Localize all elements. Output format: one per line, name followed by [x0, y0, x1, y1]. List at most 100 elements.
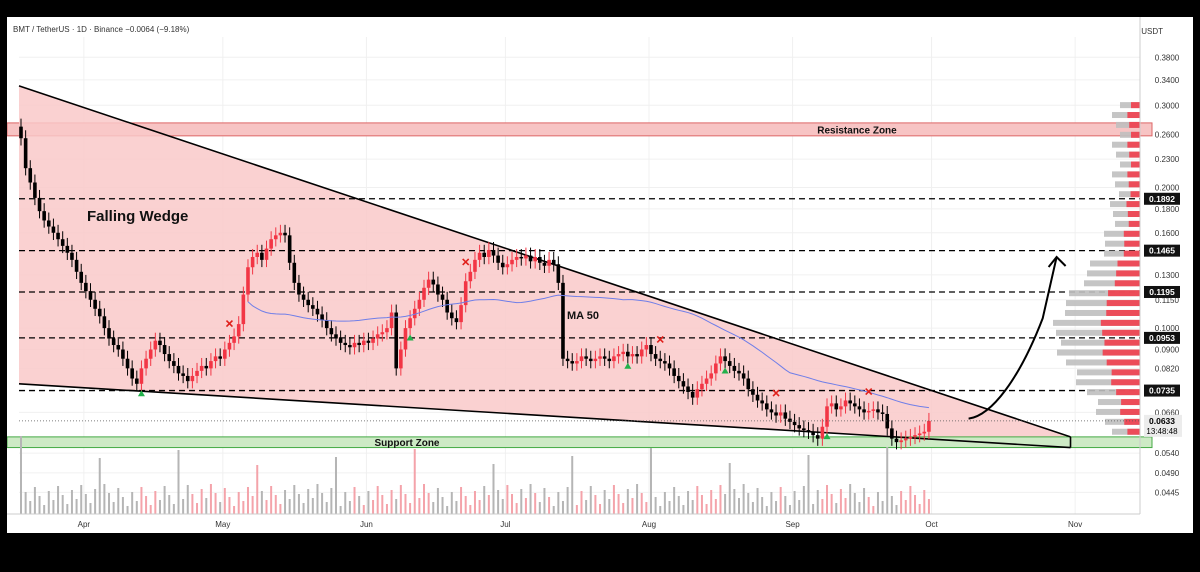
volume-profile-bar-up: [1130, 191, 1140, 198]
volume-profile-bar: [1077, 369, 1140, 376]
volume-profile-bar-up: [1127, 171, 1140, 178]
volume-bar: [895, 505, 898, 514]
volume-bar: [149, 505, 152, 514]
candle-body: [866, 410, 871, 413]
candle-body: [23, 138, 28, 169]
volume-profile-bar: [1104, 250, 1140, 257]
volume-bar: [441, 497, 444, 514]
volume-bar: [117, 488, 120, 514]
candle-body: [510, 259, 514, 265]
volume-profile-bar: [1057, 349, 1140, 356]
volume-bar: [821, 499, 824, 514]
candle-body: [653, 354, 658, 359]
volume-bar: [649, 448, 652, 514]
candle-body: [343, 342, 348, 346]
volume-bar: [214, 493, 217, 514]
volume-bar: [673, 487, 676, 514]
volume-bar: [724, 494, 727, 514]
y-tick-label: 0.2000: [1155, 184, 1180, 193]
volume-bar: [432, 502, 435, 514]
volume-bar: [904, 500, 907, 514]
candle-body: [70, 252, 74, 260]
volume-bar: [608, 499, 611, 514]
volume-bar: [376, 486, 379, 514]
volume-profile-bar: [1105, 240, 1140, 247]
volume-profile-bar-up: [1126, 201, 1140, 208]
volume-bar: [645, 502, 648, 514]
volume-bar: [172, 504, 175, 514]
volume-profile-bar: [1120, 161, 1140, 168]
volume-bar: [687, 491, 690, 514]
volume-bar: [497, 490, 500, 514]
volume-bar: [57, 486, 60, 514]
candle-body: [528, 255, 533, 262]
x-tick-label: Oct: [925, 520, 938, 529]
y-tick-label: 0.1800: [1155, 205, 1180, 214]
volume-bar: [89, 503, 92, 514]
volume-bar: [923, 490, 926, 514]
volume-bar: [228, 497, 231, 514]
volume-bar: [288, 499, 291, 514]
candle-body: [278, 232, 283, 236]
volume-bar: [534, 493, 537, 514]
candle-body: [158, 340, 162, 346]
candle-body: [737, 370, 741, 374]
candle-body: [209, 361, 213, 369]
candle-body: [718, 356, 723, 364]
candle-body: [593, 358, 598, 362]
volume-bar: [145, 496, 148, 514]
candle-body: [260, 252, 264, 260]
candle-body: [829, 403, 834, 407]
candle-body: [394, 312, 399, 369]
candle-body: [922, 431, 927, 434]
candle-body: [862, 409, 866, 413]
candle-body: [88, 291, 93, 300]
x-tick-label: Apr: [78, 520, 91, 529]
candle-body: [236, 324, 241, 337]
volume-bar: [543, 488, 546, 514]
volume-bar: [473, 491, 476, 514]
volume-bar: [566, 487, 569, 514]
volume-profile-bar-up: [1123, 230, 1140, 237]
volume-bar: [339, 506, 342, 514]
candle-body: [524, 255, 528, 259]
candle-body: [477, 252, 482, 260]
volume-bar: [816, 490, 819, 514]
volume-bar: [353, 487, 356, 514]
candle-body: [385, 328, 389, 333]
candle-body: [375, 334, 380, 339]
candle-body: [74, 259, 79, 272]
volume-profile-bar: [1061, 339, 1140, 346]
price-chart[interactable]: Resistance Zone Support Zone MA 50 Falling …: [7, 17, 1193, 533]
candle-body: [792, 421, 797, 426]
candle-body: [28, 168, 33, 183]
candle-body: [848, 400, 852, 404]
volume-bar: [436, 488, 439, 514]
candle-body: [116, 345, 121, 350]
volume-bar: [233, 506, 236, 514]
volume-bar: [853, 493, 856, 514]
candle-body: [774, 412, 778, 416]
volume-bar: [765, 506, 768, 514]
candle-body: [408, 318, 412, 329]
volume-bar: [325, 502, 328, 514]
candle-body: [890, 428, 894, 439]
candle-body: [107, 328, 111, 339]
candle-body: [815, 435, 820, 439]
candle-body: [695, 389, 700, 398]
level-price-label: 0.0953: [1149, 333, 1175, 343]
volume-bar: [483, 486, 486, 514]
volume-bar: [381, 495, 384, 514]
volume-profile-bar-up: [1111, 379, 1140, 386]
volume-bar: [251, 496, 254, 514]
candle-body: [658, 358, 663, 362]
level-price-tag: [1144, 192, 1180, 205]
candle-body: [547, 259, 551, 266]
candle-body: [19, 126, 23, 139]
candle-body: [727, 361, 732, 366]
volume-profile-bar-up: [1116, 389, 1140, 396]
volume-bar: [455, 501, 458, 514]
volume-bar: [761, 497, 764, 514]
volume-bar: [390, 490, 393, 514]
volume-bar: [154, 491, 157, 514]
